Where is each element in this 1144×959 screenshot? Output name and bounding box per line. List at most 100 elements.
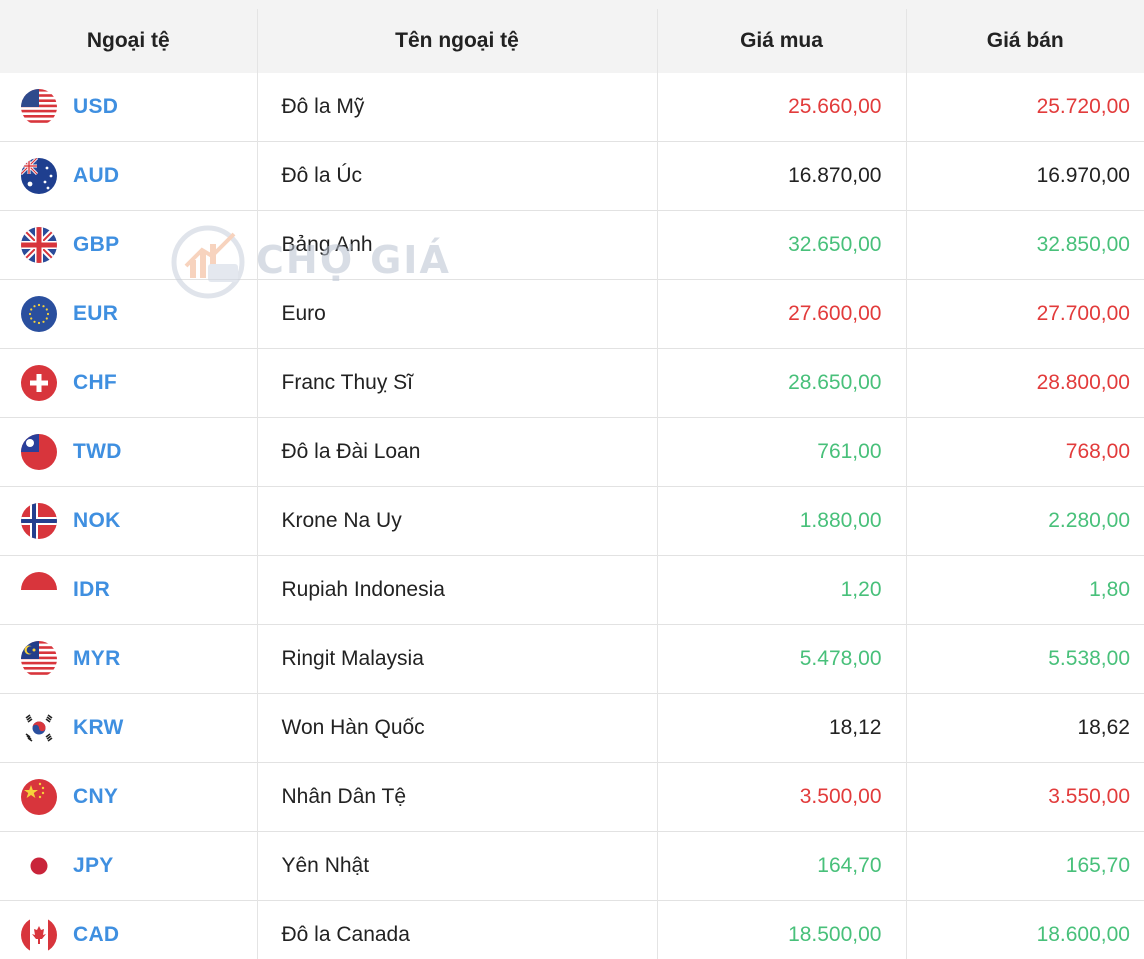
table-row: CHF Franc Thuỵ Sĩ 28.650,00 28.800,00 — [0, 348, 1144, 418]
ca-flag-icon — [21, 917, 57, 953]
us-flag-icon — [21, 89, 57, 125]
buy-price: 16.870,00 — [657, 141, 907, 211]
currency-name: Bảng Anh — [257, 210, 658, 280]
currency-name: Nhân Dân Tệ — [257, 762, 658, 832]
sell-price: 32.850,00 — [906, 210, 1144, 280]
currency-name: Đô la Canada — [257, 900, 658, 959]
buy-price: 761,00 — [657, 417, 907, 487]
table-body: USD Đô la Mỹ 25.660,00 25.720,00 AUD Đô la Úc… — [0, 73, 1144, 959]
au-flag-icon — [21, 158, 57, 194]
table-row: NOK Krone Na Uy 1.880,00 2.280,00 — [0, 486, 1144, 556]
header-sell-price: Giá bán — [906, 9, 1144, 73]
buy-price: 18.500,00 — [657, 900, 907, 959]
cn-flag-icon — [21, 779, 57, 815]
currency-code-link[interactable]: CNY — [73, 785, 119, 808]
currency-code-cell: KRW — [0, 693, 258, 763]
table-row: TWD Đô la Đài Loan 761,00 768,00 — [0, 417, 1144, 487]
buy-price: 25.660,00 — [657, 73, 907, 142]
currency-code-link[interactable]: CHF — [73, 371, 118, 394]
table-header: Ngoại tệ Tên ngoại tệ Giá mua Giá bán — [0, 9, 1144, 73]
currency-code-link[interactable]: MYR — [73, 647, 121, 670]
tw-flag-icon — [21, 434, 57, 470]
sell-price: 3.550,00 — [906, 762, 1144, 832]
currency-name: Đô la Úc — [257, 141, 658, 211]
table-row: KRW Won Hàn Quốc 18,12 18,62 — [0, 693, 1144, 763]
buy-price: 27.600,00 — [657, 279, 907, 349]
buy-price: 1.880,00 — [657, 486, 907, 556]
currency-code-cell: EUR — [0, 279, 258, 349]
buy-price: 18,12 — [657, 693, 907, 763]
table-row: CAD Đô la Canada 18.500,00 18.600,00 — [0, 900, 1144, 959]
currency-name: Krone Na Uy — [257, 486, 658, 556]
table-row: MYR Ringit Malaysia 5.478,00 5.538,00 — [0, 624, 1144, 694]
currency-code-link[interactable]: EUR — [73, 302, 119, 325]
currency-code-link[interactable]: AUD — [73, 164, 120, 187]
sell-price: 18.600,00 — [906, 900, 1144, 959]
currency-name: Franc Thuỵ Sĩ — [257, 348, 658, 418]
currency-code-cell: NOK — [0, 486, 258, 556]
gb-flag-icon — [21, 227, 57, 263]
table-row: CNY Nhân Dân Tệ 3.500,00 3.550,00 — [0, 762, 1144, 832]
table-row: GBP Bảng Anh 32.650,00 32.850,00 — [0, 210, 1144, 280]
buy-price: 32.650,00 — [657, 210, 907, 280]
top-strip — [0, 0, 1144, 9]
currency-code-link[interactable]: CAD — [73, 923, 120, 946]
currency-code-cell: MYR — [0, 624, 258, 694]
buy-price: 3.500,00 — [657, 762, 907, 832]
currency-code-cell: TWD — [0, 417, 258, 487]
currency-code-cell: CHF — [0, 348, 258, 418]
no-flag-icon — [21, 503, 57, 539]
sell-price: 165,70 — [906, 831, 1144, 901]
sell-price: 18,62 — [906, 693, 1144, 763]
sell-price: 5.538,00 — [906, 624, 1144, 694]
exchange-rate-table: Ngoại tệ Tên ngoại tệ Giá mua Giá bán US… — [0, 9, 1144, 959]
currency-code-link[interactable]: IDR — [73, 578, 111, 601]
kr-flag-icon — [21, 710, 57, 746]
sell-price: 28.800,00 — [906, 348, 1144, 418]
currency-code-cell: GBP — [0, 210, 258, 280]
currency-name: Đô la Đài Loan — [257, 417, 658, 487]
ch-flag-icon — [21, 365, 57, 401]
my-flag-icon — [21, 641, 57, 677]
currency-code-link[interactable]: USD — [73, 95, 119, 118]
currency-name: Won Hàn Quốc — [257, 693, 658, 763]
buy-price: 1,20 — [657, 555, 907, 625]
currency-code-link[interactable]: NOK — [73, 509, 121, 532]
header-currency-name: Tên ngoại tệ — [257, 9, 658, 73]
sell-price: 27.700,00 — [906, 279, 1144, 349]
buy-price: 5.478,00 — [657, 624, 907, 694]
table-row: USD Đô la Mỹ 25.660,00 25.720,00 — [0, 73, 1144, 142]
buy-price: 164,70 — [657, 831, 907, 901]
currency-code-cell: USD — [0, 73, 258, 142]
currency-code-cell: JPY — [0, 831, 258, 901]
header-buy-price: Giá mua — [657, 9, 907, 73]
currency-name: Ringit Malaysia — [257, 624, 658, 694]
table-row: EUR Euro 27.600,00 27.700,00 — [0, 279, 1144, 349]
table-row: IDR Rupiah Indonesia 1,20 1,80 — [0, 555, 1144, 625]
sell-price: 25.720,00 — [1036, 95, 1130, 118]
eu-flag-icon — [21, 296, 57, 332]
buy-price: 28.650,00 — [657, 348, 907, 418]
currency-name: Rupiah Indonesia — [257, 555, 658, 625]
header-currency-code: Ngoại tệ — [0, 9, 258, 73]
table-row: AUD Đô la Úc 16.870,00 16.970,00 — [0, 141, 1144, 211]
currency-code-link[interactable]: JPY — [73, 854, 114, 877]
table-row: JPY Yên Nhật 164,70 165,70 — [0, 831, 1144, 901]
currency-name: Yên Nhật — [257, 831, 658, 901]
currency-name: Euro — [257, 279, 658, 349]
currency-code-cell: AUD — [0, 141, 258, 211]
sell-price: 768,00 — [906, 417, 1144, 487]
currency-name: Đô la Mỹ — [257, 73, 658, 142]
currency-code-cell: CAD — [0, 900, 258, 959]
sell-price: 2.280,00 — [906, 486, 1144, 556]
currency-code-link[interactable]: TWD — [73, 440, 122, 463]
id-flag-icon — [21, 572, 57, 608]
currency-code-link[interactable]: KRW — [73, 716, 124, 739]
sell-price: 1,80 — [906, 555, 1144, 625]
currency-code-link[interactable]: GBP — [73, 233, 120, 256]
currency-code-cell: IDR — [0, 555, 258, 625]
sell-price: 16.970,00 — [906, 141, 1144, 211]
jp-flag-icon — [21, 848, 57, 884]
currency-code-cell: CNY — [0, 762, 258, 832]
